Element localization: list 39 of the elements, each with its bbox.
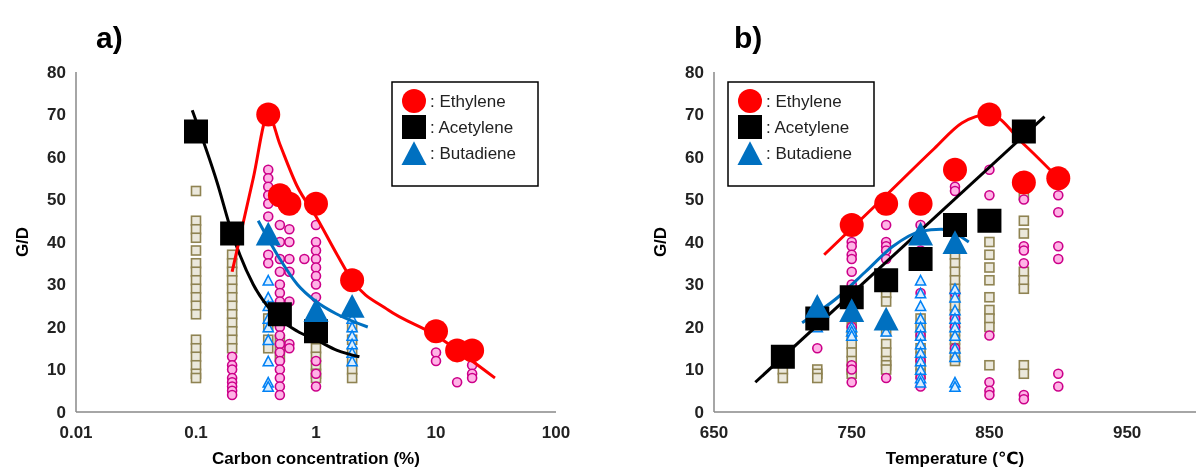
y-tick-label: 10 xyxy=(47,360,66,380)
y-tick-label: 10 xyxy=(685,360,704,380)
y-tick-label: 80 xyxy=(685,62,704,82)
x-tick-label: 850 xyxy=(975,423,1004,442)
y-tick-label: 20 xyxy=(685,317,704,337)
y-tick-label: 30 xyxy=(685,275,704,295)
x-tick-label: 0.1 xyxy=(184,423,208,442)
legend-label: : Acetylene xyxy=(430,117,514,137)
x-tick-label: 100 xyxy=(541,423,571,442)
x-axis-title: Carbon concentration (%) xyxy=(212,449,420,468)
y-tick-label: 70 xyxy=(47,105,66,125)
y-tick-label: 30 xyxy=(47,275,66,295)
x-axis-title: Temperature (℃) xyxy=(885,449,1025,468)
x-tick-label: 950 xyxy=(1112,423,1142,442)
chart-title: a) xyxy=(96,21,123,54)
y-tick-label: 0 xyxy=(694,402,704,422)
y-tick-label: 20 xyxy=(47,317,66,337)
y-tick-label: 50 xyxy=(685,190,704,210)
legend-label: : Butadiene xyxy=(430,143,517,163)
y-tick-label: 70 xyxy=(685,105,704,125)
y-tick-label: 0 xyxy=(56,402,66,422)
x-tick-label: 750 xyxy=(837,423,866,442)
legend-label: : Ethylene xyxy=(430,91,506,111)
legend-label: : Acetylene xyxy=(766,117,850,137)
y-tick-label: 50 xyxy=(47,190,66,210)
y-axis-title: G/D xyxy=(13,226,32,258)
y-tick-label: 60 xyxy=(685,147,704,167)
x-tick-label: 1 xyxy=(311,423,321,442)
x-tick-label: 10 xyxy=(426,423,446,442)
y-tick-label: 80 xyxy=(47,62,66,82)
y-tick-label: 40 xyxy=(685,232,704,252)
y-axis-title: G/D xyxy=(651,226,670,258)
y-tick-label: 60 xyxy=(47,147,66,167)
x-tick-label: 650 xyxy=(699,423,729,442)
y-tick-label: 40 xyxy=(47,232,66,252)
chart-title: b) xyxy=(734,21,763,54)
x-tick-label: 0.01 xyxy=(59,423,93,442)
legend-label: : Ethylene xyxy=(766,91,842,111)
legend-label: : Butadiene xyxy=(766,143,853,163)
